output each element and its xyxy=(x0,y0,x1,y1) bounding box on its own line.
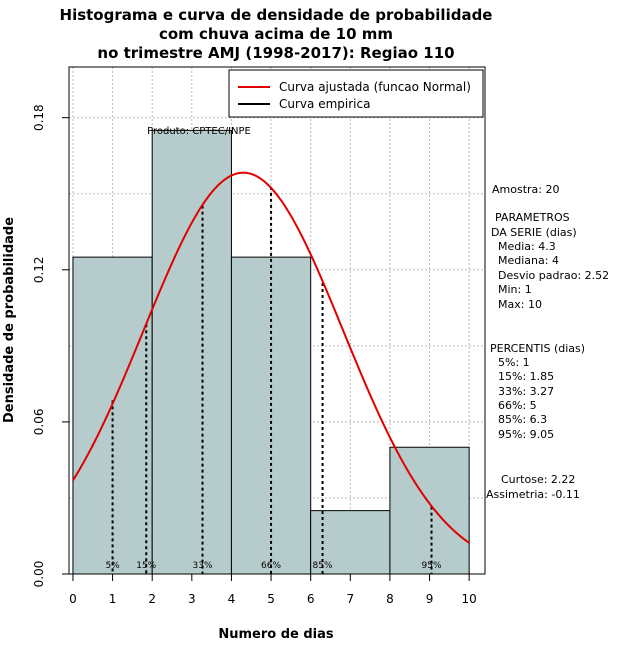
stat-params-heading-2: DA SERIE (dias) xyxy=(491,226,577,239)
x-tick-label: 9 xyxy=(426,592,434,606)
x-tick-label: 3 xyxy=(188,592,196,606)
plot-frame xyxy=(68,66,486,575)
x-tick-label: 5 xyxy=(267,592,275,606)
percentile-lines xyxy=(111,186,433,574)
histogram-bar xyxy=(151,129,232,575)
percentile-label: 95% xyxy=(422,561,442,571)
x-tick-label: 10 xyxy=(462,592,477,606)
stat-p95: 95%: 9.05 xyxy=(498,428,554,441)
x-tick-label: 0 xyxy=(69,592,77,606)
stat-p85: 85%: 6.3 xyxy=(498,413,547,426)
y-axis-label: Densidade de probabilidade xyxy=(2,217,17,423)
x-axis: 0 1 2 3 4 5 6 7 8 9 10 xyxy=(69,574,477,606)
chart-title-line-1: Histograma e curva de densidade de proba… xyxy=(60,6,493,24)
chart-title: Histograma e curva de densidade de proba… xyxy=(60,6,493,62)
y-axis: 0.00 0.06 0.12 0.18 xyxy=(32,104,69,587)
histogram-bar xyxy=(310,510,391,575)
chart-title-line-3: no trimestre AMJ (1998-2017): Regiao 110 xyxy=(97,44,454,62)
stat-kurtosis: Curtose: 2.22 xyxy=(501,473,575,486)
normal-curve xyxy=(72,171,470,544)
legend-label-empirical: Curva empirica xyxy=(279,97,370,111)
x-axis-label: Numero de dias xyxy=(218,627,334,642)
stat-skewness: Assimetria: -0.11 xyxy=(486,488,580,501)
stats-panel: Amostra: 20 PARAMETROS DA SERIE (dias) M… xyxy=(486,183,609,501)
percentile-label: 15% xyxy=(136,561,156,571)
y-tick-label: 0.06 xyxy=(32,409,46,436)
y-tick-label: 0.12 xyxy=(32,256,46,283)
stat-p15: 15%: 1.85 xyxy=(498,370,554,383)
stat-sample-size: Amostra: 20 xyxy=(492,183,559,196)
stat-std-dev: Desvio padrao: 2.52 xyxy=(498,269,609,282)
histogram-bar xyxy=(389,446,470,575)
x-tick-label: 2 xyxy=(148,592,156,606)
y-tick-label: 0.18 xyxy=(32,104,46,131)
x-tick-label: 6 xyxy=(307,592,315,606)
source-note: Produto: CPTEC/INPE xyxy=(147,126,251,137)
stat-p5: 5%: 1 xyxy=(498,356,530,369)
stat-p66: 66%: 5 xyxy=(498,399,537,412)
x-tick-label: 7 xyxy=(346,592,354,606)
percentile-label: 85% xyxy=(313,561,333,571)
percentile-label: 66% xyxy=(261,561,281,571)
x-tick-label: 8 xyxy=(386,592,394,606)
y-tick-label: 0.00 xyxy=(32,561,46,588)
stat-max: Max: 10 xyxy=(498,298,542,311)
stat-percentiles-heading: PERCENTIS (dias) xyxy=(490,342,585,355)
legend-label-fitted: Curva ajustada (funcao Normal) xyxy=(279,80,471,94)
stat-p33: 33%: 3.27 xyxy=(498,385,554,398)
chart-title-line-2: com chuva acima de 10 mm xyxy=(159,25,393,43)
stat-mean: Media: 4.3 xyxy=(498,240,556,253)
legend: Curva ajustada (funcao Normal) Curva emp… xyxy=(228,69,484,118)
stat-min: Min: 1 xyxy=(498,283,532,296)
stat-median: Mediana: 4 xyxy=(498,254,559,267)
legend-box xyxy=(228,69,484,118)
x-tick-label: 1 xyxy=(109,592,117,606)
percentile-label: 33% xyxy=(193,561,213,571)
x-tick-label: 4 xyxy=(228,592,236,606)
histogram-bar xyxy=(230,256,312,575)
percentile-label: 5% xyxy=(105,561,120,571)
percentile-labels: 5% 15% 33% 66% 85% 95% xyxy=(105,561,442,571)
stat-params-heading-1: PARAMETROS xyxy=(495,211,570,224)
